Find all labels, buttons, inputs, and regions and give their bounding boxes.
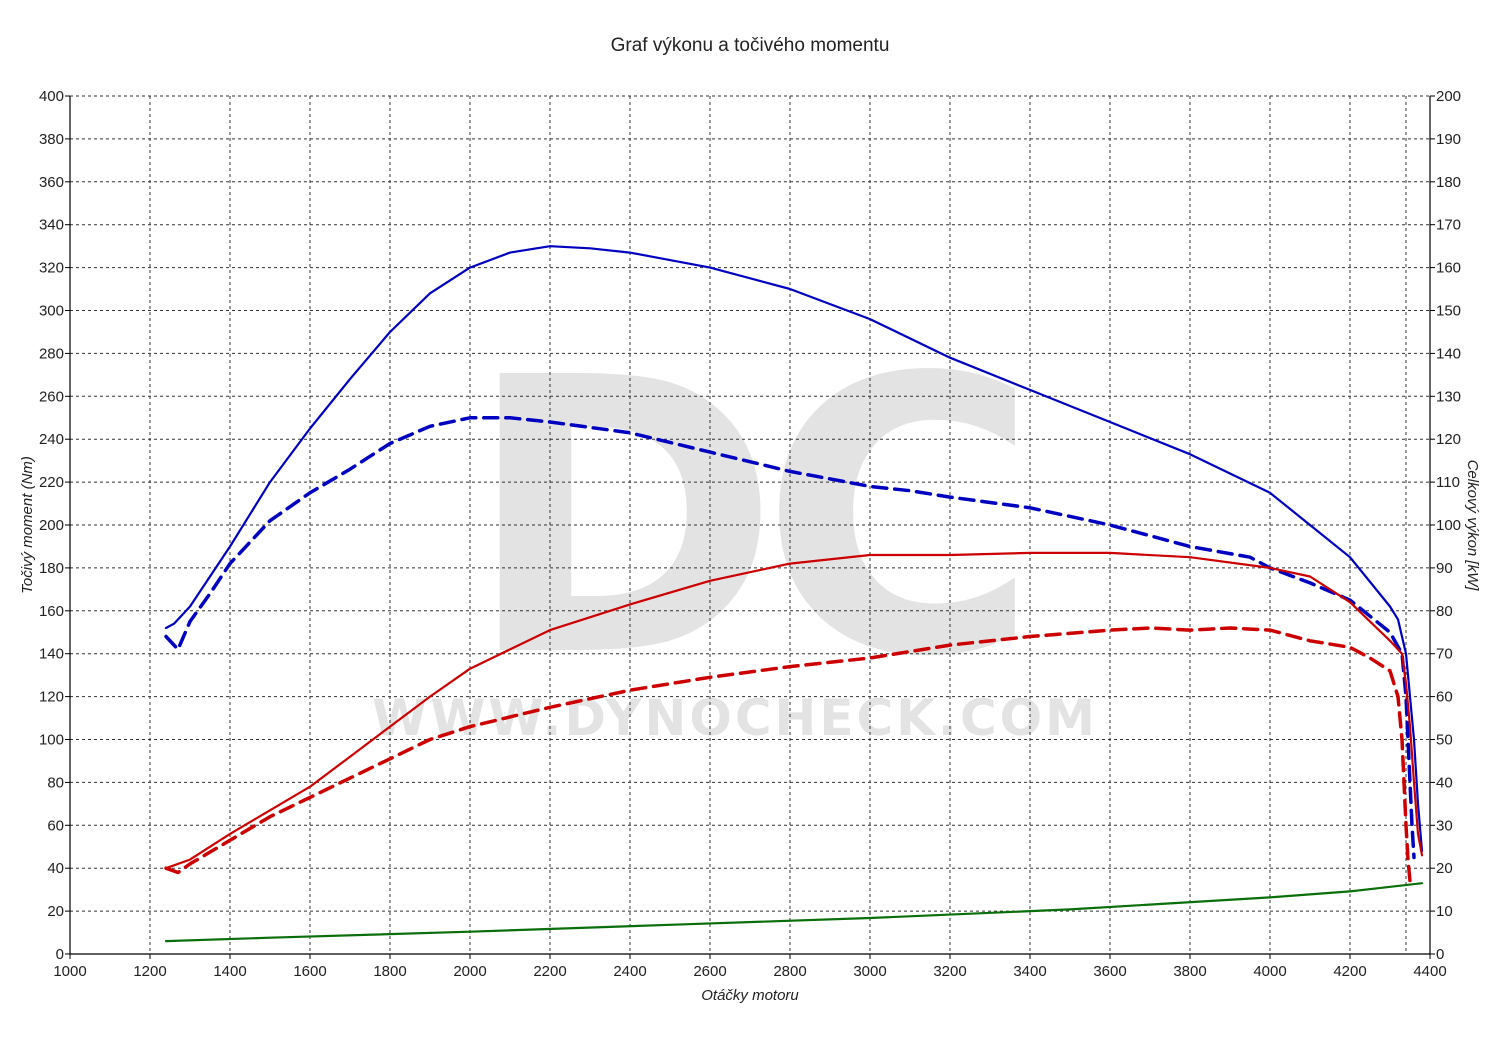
y-right-tick-label: 130 [1436,388,1461,405]
y-right-tick-label: 70 [1436,646,1453,663]
y-right-tick-label: 110 [1436,474,1460,491]
chart-title: Graf výkonu a točivého momentu [611,35,890,56]
y-right-tick-label: 190 [1436,131,1461,148]
y-right-tick-label: 0 [1436,946,1444,963]
y-right-tick-label: 80 [1436,603,1453,620]
y-left-tick-label: 120 [39,689,64,706]
y-right-tick-label: 30 [1436,817,1453,834]
y-right-tick-label: 140 [1436,345,1461,362]
y-right-tick-label: 100 [1436,517,1461,534]
y-right-tick-label: 180 [1436,174,1461,191]
y-right-axis-title: Celkový výkon [kW] [1464,460,1481,592]
series-line-3 [164,626,1412,883]
y-left-tick-label: 60 [47,817,64,834]
y-left-tick-label: 160 [39,603,64,620]
x-tick-label: 2000 [453,963,486,980]
y-right-tick-label: 160 [1436,260,1461,277]
y-left-tick-label: 80 [47,774,64,791]
x-tick-label: 1000 [53,963,86,980]
y-left-tick-label: 100 [39,732,64,749]
y-left-tick-label: 20 [47,903,64,920]
y-right-tick-label: 60 [1436,689,1453,706]
y-right-tick-label: 90 [1436,560,1453,577]
y-left-tick-label: 380 [39,131,64,148]
series-line-1 [164,416,1416,860]
x-tick-label: 1600 [293,963,326,980]
x-tick-label: 1400 [213,963,246,980]
y-right-tick-label: 50 [1436,732,1453,749]
x-tick-label: 3000 [853,963,886,980]
watermark-logo: DC [465,297,1019,740]
series-line-2 [164,551,1424,870]
x-tick-label: 1800 [373,963,406,980]
x-tick-label: 3600 [1093,963,1126,980]
series-line-0 [164,245,1424,853]
x-axis-title: Otáčky motoru [701,987,799,1004]
x-tick-label: 4200 [1333,963,1366,980]
y-right-tick-label: 40 [1436,774,1453,791]
y-right-tick-label: 170 [1436,217,1461,234]
x-tick-label: 2800 [773,963,806,980]
y-left-tick-label: 360 [39,174,64,191]
watermark-text: WWW.DYNOCHECK.COM [372,689,1098,747]
x-tick-label: 2600 [693,963,726,980]
x-tick-label: 4400 [1413,963,1446,980]
y-right-tick-label: 150 [1436,303,1461,320]
y-left-axis-ticks: 0 20 40 60 80 100 120 140 160 180 200 220 240 260 280 3… [39,88,70,963]
y-left-axis-title: Točivý moment (Nm) [19,456,36,594]
series-line-4 [164,882,1424,943]
y-left-tick-label: 200 [39,517,64,534]
y-left-tick-label: 240 [39,431,64,448]
x-tick-label: 3800 [1173,963,1206,980]
y-left-tick-label: 0 [56,946,64,963]
x-tick-label: 3200 [933,963,966,980]
x-tick-label: 1200 [133,963,166,980]
y-left-tick-label: 280 [39,345,64,362]
y-left-tick-label: 40 [47,860,64,877]
y-right-tick-label: 10 [1436,903,1453,920]
y-left-tick-label: 220 [39,474,64,491]
y-left-tick-label: 260 [39,388,64,405]
x-tick-label: 2200 [533,963,566,980]
y-right-tick-label: 200 [1436,88,1461,105]
y-left-tick-label: 400 [39,88,64,105]
x-tick-label: 3400 [1013,963,1046,980]
y-left-tick-label: 140 [39,646,64,663]
y-left-tick-label: 300 [39,303,64,320]
x-tick-label: 4000 [1253,963,1286,980]
series-lines [164,245,1424,943]
x-tick-label: 2400 [613,963,646,980]
y-right-tick-label: 120 [1436,431,1461,448]
y-left-tick-label: 320 [39,260,64,277]
y-left-tick-label: 340 [39,217,64,234]
y-right-axis-ticks: 0 10 20 30 40 50 60 70 80 90 100 110 120 130 140 150 160… [1430,88,1461,963]
y-right-tick-label: 20 [1436,860,1453,877]
x-axis-ticks: 1000 1200 1400 1600 1800 2000 2200 2400 2600 2800… [53,954,1447,980]
y-left-tick-label: 180 [39,560,64,577]
grid [70,96,1430,954]
